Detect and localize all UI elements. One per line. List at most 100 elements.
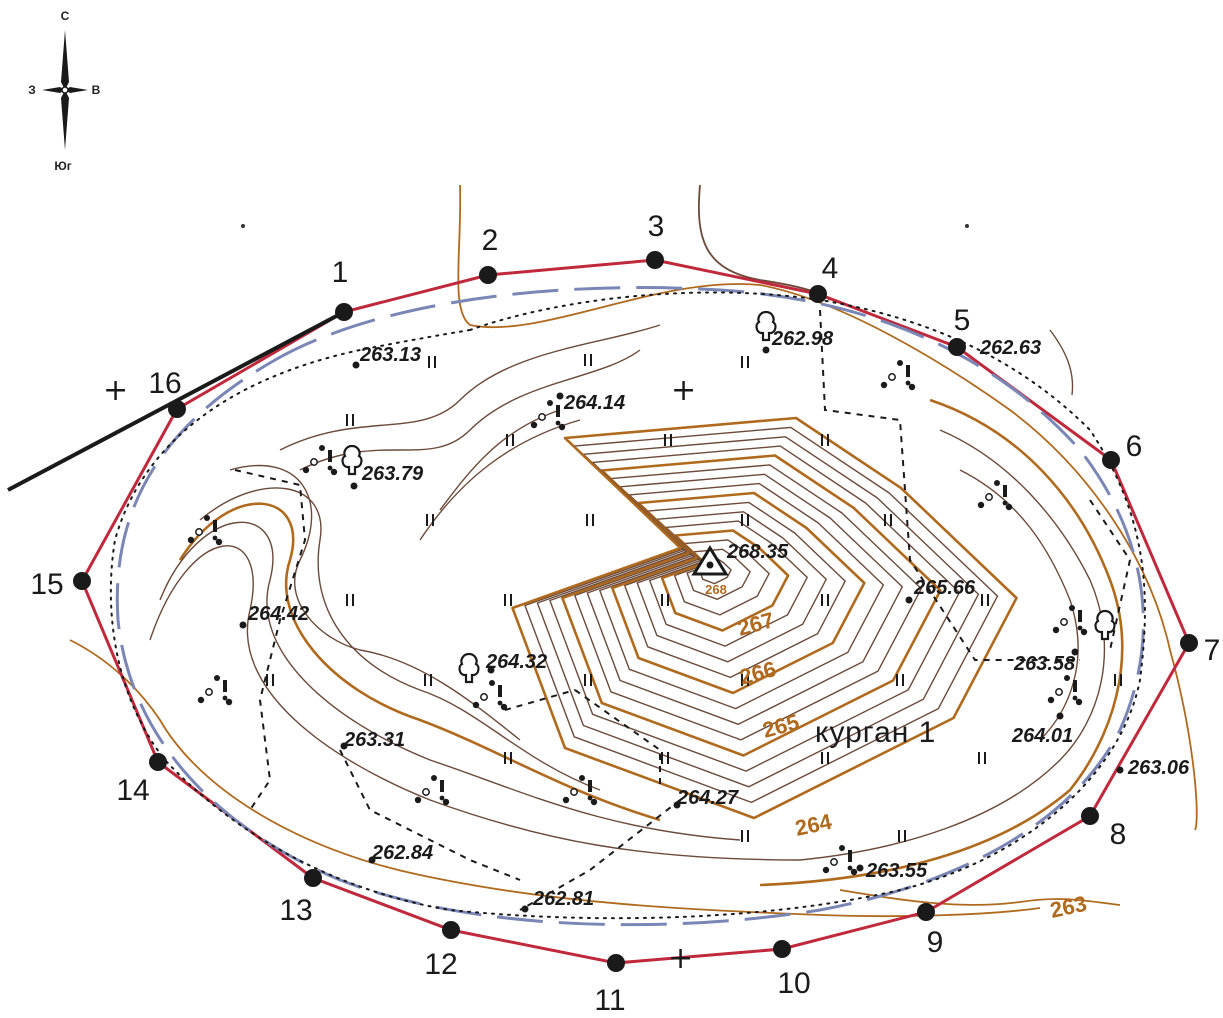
vertex-label: 3	[648, 210, 665, 243]
pit-dot	[908, 383, 916, 391]
vertex-label: 10	[777, 967, 810, 1000]
exclamation-dot	[439, 795, 445, 801]
svg-text:263.55: 263.55	[865, 860, 928, 882]
contour-ring	[599, 482, 884, 710]
compass-rose: С Юг З В	[28, 9, 100, 173]
pit-dot	[547, 400, 553, 406]
contour-lines	[149, 324, 1124, 887]
contour-line	[959, 469, 1079, 741]
pit-dot	[215, 538, 223, 546]
pit-dot	[880, 381, 888, 389]
exclamation-dot	[327, 465, 333, 471]
triangle-icon	[691, 545, 729, 576]
pit-dot	[888, 373, 896, 381]
vertex-point	[479, 266, 497, 284]
svg-text:263.58: 263.58	[1013, 653, 1076, 675]
pit-dot	[994, 480, 1000, 486]
speck	[965, 224, 969, 228]
pit-dot	[204, 515, 210, 521]
exclamation-dot	[847, 865, 853, 871]
contour-ring	[574, 464, 922, 741]
vertex-point	[917, 903, 935, 921]
contour-label: 265	[760, 709, 802, 743]
pit-dot	[197, 696, 205, 704]
contour-label: 263	[1048, 891, 1089, 923]
cross-mark: +	[668, 941, 693, 976]
contour-ring	[586, 473, 903, 725]
pit-dot	[1005, 503, 1013, 511]
vertex-label: 9	[927, 926, 944, 959]
compass-north-label: С	[61, 9, 70, 23]
exclamation-dot	[497, 700, 503, 706]
svg-text:265.66: 265.66	[913, 577, 976, 599]
spot-heights: 263.13 264.14 262.98 262.63 263.79 264.4…	[239, 328, 1190, 913]
pit-dot	[839, 845, 845, 851]
pit-dot	[1055, 688, 1063, 696]
pit-dot	[530, 421, 538, 429]
pit-dot	[1064, 675, 1070, 681]
vertex-label: 5	[954, 304, 971, 337]
exclamation-dot	[905, 380, 911, 386]
spot-height: 264.42	[239, 603, 309, 629]
spot-height: 262.63	[979, 337, 1041, 359]
svg-text:263.06: 263.06	[1127, 757, 1190, 779]
contour-ring	[524, 426, 999, 804]
pit-dot	[985, 493, 993, 501]
pit-dot	[319, 445, 325, 451]
exclamation-dot	[1002, 500, 1008, 506]
summit-marker: 268 268.35	[691, 541, 789, 597]
cross-mark: +	[671, 373, 696, 408]
pit-dot	[205, 688, 213, 696]
vertex-label: 11	[594, 984, 625, 1017]
symbol-clusters	[187, 360, 1088, 876]
svg-text:264.01: 264.01	[1011, 725, 1073, 747]
summit-sub-label: 268	[705, 582, 727, 597]
vertex-point	[149, 753, 167, 771]
pit-dot	[1052, 626, 1060, 634]
contour-ring	[561, 454, 942, 757]
vertex-point	[1102, 451, 1120, 469]
pit-dot	[431, 775, 437, 781]
svg-text:262.98: 262.98	[771, 328, 834, 350]
pit-dot	[195, 528, 203, 536]
summit-elevation: 268.35	[726, 541, 789, 563]
pit-dot	[822, 866, 830, 874]
pit-dot	[558, 423, 566, 431]
contour-label: 267	[735, 607, 777, 641]
pit-dot	[977, 501, 985, 509]
spot-height: 264.01	[1011, 712, 1073, 747]
svg-text:263.79: 263.79	[361, 463, 424, 485]
vertex-label: 1	[332, 256, 349, 289]
exclamation-dot	[587, 795, 593, 801]
spot-height: 264.27	[673, 787, 739, 809]
survey-dashed-lines	[234, 309, 1132, 911]
pit-dot	[1069, 605, 1075, 611]
spot-height: 262.98	[762, 328, 834, 354]
pit-dot	[472, 701, 480, 709]
spot-height: 264.14	[556, 392, 625, 414]
vertex-point	[442, 921, 460, 939]
vertex-point	[335, 303, 353, 321]
vertex-point	[1180, 634, 1198, 652]
svg-text:264.27: 264.27	[676, 787, 739, 809]
tree-icon	[341, 444, 363, 476]
survey-boundary	[7, 258, 1191, 965]
contour-line	[279, 324, 661, 451]
vertex-point	[73, 572, 91, 590]
exclamation-dot	[1072, 695, 1078, 701]
pit-dot	[310, 458, 318, 466]
contour-line	[419, 419, 581, 541]
pit-dot	[579, 775, 585, 781]
contour-label: 266	[737, 656, 779, 690]
vertex-point	[607, 954, 625, 972]
vertex-point	[773, 940, 791, 958]
vertex-point	[948, 338, 966, 356]
pit-dot	[570, 788, 578, 796]
contour-line	[759, 398, 1124, 887]
cross-mark: +	[103, 373, 128, 408]
contour-ring	[673, 539, 770, 616]
vertex-label: 14	[116, 774, 149, 807]
tree-icon	[1094, 609, 1116, 641]
